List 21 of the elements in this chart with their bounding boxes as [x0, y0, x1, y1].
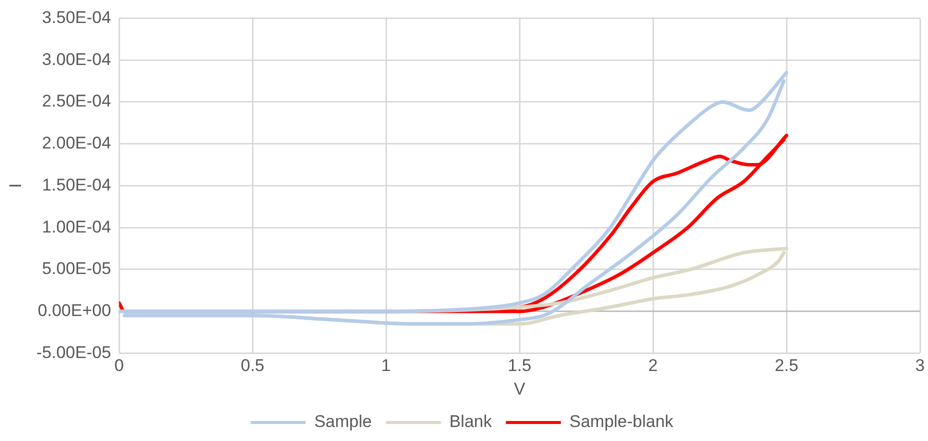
- y-tick-label: 3.00E-04: [42, 50, 112, 69]
- legend-label: Sample: [314, 412, 372, 432]
- x-tick-label: 2.5: [774, 356, 798, 376]
- y-tick-label: 1.50E-04: [42, 175, 112, 194]
- x-axis-title: V: [514, 379, 526, 398]
- x-tick-label: 2: [648, 356, 658, 376]
- x-tick-label: 3: [915, 356, 925, 376]
- y-tick-label: -5.00E-05: [36, 342, 112, 362]
- x-tick-label: 1: [381, 356, 391, 376]
- x-tick-label: 1.5: [508, 356, 532, 376]
- y-tick-label: 2.00E-04: [42, 134, 112, 153]
- x-tick-label: 0: [114, 356, 124, 376]
- x-tick-label: 0.5: [240, 356, 264, 376]
- y-tick-label: 3.50E-04: [42, 8, 112, 27]
- y-tick-label: 0.00E+00: [38, 301, 112, 320]
- legend-label: Sample-blank: [569, 412, 674, 432]
- y-tick-label: 1.00E-04: [42, 217, 112, 236]
- y-tick-label: 5.00E-05: [42, 259, 112, 278]
- legend-label: Blank: [449, 412, 492, 432]
- y-tick-label: 2.50E-04: [42, 92, 112, 111]
- y-axis-title: I: [6, 183, 25, 188]
